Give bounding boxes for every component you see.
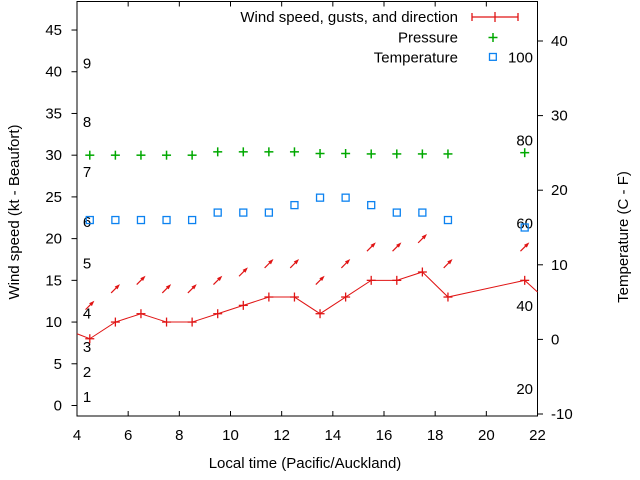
x-tick-label: 10 <box>222 427 239 444</box>
gust-arrow-head <box>344 259 351 265</box>
x-tick-label: 4 <box>73 427 81 444</box>
fahrenheit-label: 100 <box>508 50 533 67</box>
right-tick-label: 0 <box>551 331 559 348</box>
temperature-marker <box>264 208 274 217</box>
data-series <box>76 147 538 344</box>
fahrenheit-label: 40 <box>516 298 533 315</box>
gust-arrow-head <box>293 259 300 265</box>
x-tick-label: 16 <box>376 427 393 444</box>
temperature-marker <box>85 215 94 225</box>
beaufort-label: 7 <box>83 164 91 181</box>
left-tick-label: 20 <box>45 231 62 248</box>
left-tick-label: 35 <box>45 105 62 122</box>
left-tick-label: 10 <box>45 314 62 331</box>
beaufort-label: 5 <box>83 256 91 273</box>
legend-marker-pressure-plus <box>488 33 498 42</box>
temperature-marker <box>111 215 120 225</box>
gust-arrow-head <box>114 284 120 290</box>
beaufort-label: 8 <box>83 114 91 131</box>
temperature-marker <box>187 215 197 225</box>
right-axis-title: Temperature (C - F) <box>615 171 632 303</box>
gust-arrow-head <box>140 275 146 282</box>
legend-label-pressure: Pressure <box>398 30 458 47</box>
gust-arrow-head <box>165 284 172 290</box>
wind-speed-line <box>76 271 538 340</box>
beaufort-label: 2 <box>83 364 91 381</box>
gust-arrow-head <box>396 242 402 248</box>
temperature-marker <box>239 208 248 217</box>
plot-border <box>76 1 538 417</box>
fahrenheit-label: 20 <box>516 381 533 398</box>
left-tick-label: 5 <box>54 356 62 373</box>
x-tick-label: 6 <box>124 427 132 444</box>
gust-arrow-head <box>524 242 530 248</box>
x-tick-label: 14 <box>324 427 341 444</box>
beaufort-label: 4 <box>83 306 91 323</box>
legend-label-temperature: Temperature <box>374 50 458 67</box>
left-tick-label: 45 <box>45 22 62 39</box>
x-tick-label: 8 <box>175 427 183 444</box>
temperature-marker <box>162 215 171 225</box>
plot-frame <box>76 1 538 417</box>
temperature-marker <box>392 208 401 217</box>
legend-marker-temperature-square <box>488 52 497 61</box>
x-tick-label: 22 <box>529 427 546 444</box>
axis-ticks <box>71 1 543 416</box>
beaufort-label: 1 <box>83 389 91 406</box>
x-tick-label: 12 <box>273 427 290 444</box>
right-tick-label: 40 <box>551 33 568 50</box>
temperature-marker <box>213 208 222 217</box>
legend-marker-errorbar <box>471 12 519 22</box>
gust-arrow-head <box>242 267 248 273</box>
beaufort-label: 6 <box>83 214 91 231</box>
right-tick-label: -10 <box>551 406 573 423</box>
gust-arrow-head <box>268 259 274 265</box>
x-tick-label: 20 <box>478 427 495 444</box>
legend: Wind speed, gusts, and direction Pressur… <box>240 9 519 67</box>
temperature-marker <box>136 215 146 225</box>
gust-arrow-head <box>447 259 453 265</box>
right-tick-label: 10 <box>551 257 568 274</box>
x-tick-label: 18 <box>427 427 444 444</box>
left-tick-label: 25 <box>45 189 62 206</box>
axis-tick-labels: 4 6 8 10 12 14 16 18 20 22051015202530354045-1001… <box>45 22 572 444</box>
gust-arrow-head <box>319 275 325 282</box>
left-tick-label: 15 <box>45 272 62 289</box>
gust-arrow-head <box>421 234 427 240</box>
left-axis-title: Wind speed (kt - Beaufort) <box>6 124 23 299</box>
gust-arrow-head <box>370 242 376 248</box>
temperature-marker <box>367 200 376 210</box>
legend-label-wind: Wind speed, gusts, and direction <box>240 9 458 26</box>
beaufort-label: 9 <box>83 55 91 72</box>
right-tick-label: 20 <box>551 182 568 199</box>
fahrenheit-label: 80 <box>516 132 533 149</box>
temperature-marker <box>315 193 325 202</box>
temperature-marker <box>341 193 350 202</box>
gust-arrow-head <box>191 284 197 290</box>
temperature-marker <box>443 215 453 225</box>
gust-arrow-head <box>89 300 95 307</box>
left-tick-label: 30 <box>45 147 62 164</box>
beaufort-label: 3 <box>83 339 91 356</box>
left-tick-label: 0 <box>54 398 62 415</box>
temperature-marker <box>418 208 427 217</box>
temperature-marker <box>520 223 529 232</box>
temperature-marker <box>290 200 299 210</box>
left-tick-label: 40 <box>45 64 62 81</box>
x-axis-title: Local time (Pacific/Auckland) <box>209 455 402 472</box>
gust-arrow-head <box>217 275 223 282</box>
right-tick-label: 30 <box>551 108 568 125</box>
